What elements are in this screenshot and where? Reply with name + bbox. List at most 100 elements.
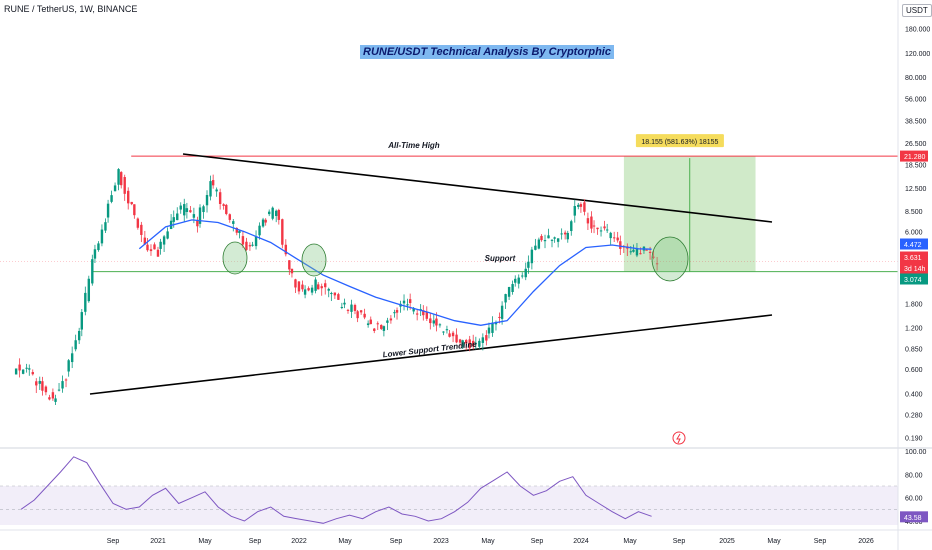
candle-body (393, 312, 396, 314)
candle-body (609, 232, 612, 239)
candle-body (507, 287, 511, 297)
candle-body (590, 216, 593, 229)
candle-body (517, 277, 520, 284)
candle-body (530, 249, 534, 264)
candle-body (185, 208, 189, 212)
time-tick-label: 2021 (150, 538, 166, 545)
candle-body (297, 281, 301, 292)
candle-body (635, 248, 639, 256)
candle-body (232, 221, 235, 224)
time-tick-label: 2026 (858, 538, 874, 545)
time-tick-label: May (767, 538, 781, 545)
price-tick-label: 38.500 (905, 119, 927, 126)
candle-body (639, 253, 642, 255)
currency-button[interactable]: USDT (902, 4, 932, 17)
candle-body (192, 214, 196, 218)
price-pane[interactable]: 18.155 (581.63%) 18155 All-Time High Suppo… (0, 134, 898, 445)
rsi-current-label: 43.58 (904, 515, 922, 522)
lower-support-trendline (89, 314, 773, 395)
candle-body (419, 309, 422, 311)
candle-body (547, 235, 550, 239)
candle-body (455, 334, 458, 343)
price-tick-label: 120.000 (905, 51, 930, 58)
candle-body (70, 353, 74, 363)
price-marker-label: 3d 14h (904, 266, 926, 273)
time-tick-label: 2022 (291, 538, 307, 545)
price-tick-label: 6.000 (905, 230, 923, 237)
candle-body (264, 219, 267, 223)
candle-body (521, 275, 524, 277)
candle-body (113, 185, 117, 192)
price-tick-label: 8.500 (905, 209, 923, 216)
candle-body (179, 205, 182, 210)
candle-body (395, 310, 399, 313)
candle-body (556, 238, 560, 242)
candle-body (294, 279, 297, 288)
candle-body (648, 251, 652, 253)
candle-body (307, 288, 310, 291)
candle-body (245, 241, 248, 250)
candle-body (77, 330, 81, 341)
rsi-pane[interactable] (0, 456, 898, 525)
candle-body (540, 235, 543, 241)
time-tick-label: Sep (531, 538, 544, 545)
candle-body (222, 204, 225, 206)
candle-body (159, 241, 162, 249)
candle-body (524, 268, 527, 278)
candle-body (596, 227, 599, 230)
candle-body (254, 236, 258, 247)
candle-body (284, 244, 288, 255)
time-tick-label: May (198, 538, 212, 545)
candle-body (25, 367, 28, 369)
candle-body (337, 294, 340, 300)
target-label-box (635, 134, 724, 148)
candle-body (87, 278, 91, 302)
candle-body (550, 239, 554, 241)
candle-body (303, 289, 307, 295)
candle-body (619, 241, 622, 249)
moving-average-line (138, 219, 652, 326)
candle-body (382, 326, 386, 331)
candle-body (18, 364, 21, 371)
candle-body (67, 360, 70, 372)
price-marker-badge (900, 262, 928, 274)
candle-body (432, 320, 435, 324)
candle-body (271, 207, 274, 219)
ath-annotation: All-Time High (387, 141, 440, 150)
candle-body (324, 283, 327, 288)
candle-body (215, 189, 218, 192)
candle-body (491, 322, 494, 333)
rsi-tick-label: 100.00 (905, 449, 927, 456)
candle-body (485, 335, 488, 341)
candle-body (592, 225, 596, 227)
candle-body (632, 249, 635, 252)
candle-body (41, 381, 44, 391)
candle-body (44, 386, 48, 393)
price-tick-label: 0.400 (905, 391, 923, 398)
candle-body (429, 318, 432, 324)
candle-body (573, 206, 576, 216)
candle-body (218, 192, 222, 204)
candle-body (408, 299, 412, 304)
lightning-icon (672, 431, 686, 445)
candle-body (448, 333, 451, 337)
rsi-tick-label: 40.00 (905, 519, 923, 526)
candle-body (353, 304, 357, 311)
candle-body (241, 236, 245, 245)
candle-body (14, 368, 18, 375)
candle-body (356, 311, 359, 319)
support-retest-circle (651, 236, 689, 282)
candle-body (333, 292, 337, 296)
candle-body (100, 229, 104, 244)
candle-body (51, 392, 55, 399)
candle-body (500, 305, 504, 319)
candle-body (425, 311, 428, 319)
candle-body (274, 210, 278, 216)
candle-body (451, 332, 455, 337)
candle-body (172, 217, 175, 222)
candle-body (320, 286, 323, 289)
candle-body (652, 256, 655, 258)
candle-body (93, 249, 97, 259)
candle-body (369, 319, 372, 325)
